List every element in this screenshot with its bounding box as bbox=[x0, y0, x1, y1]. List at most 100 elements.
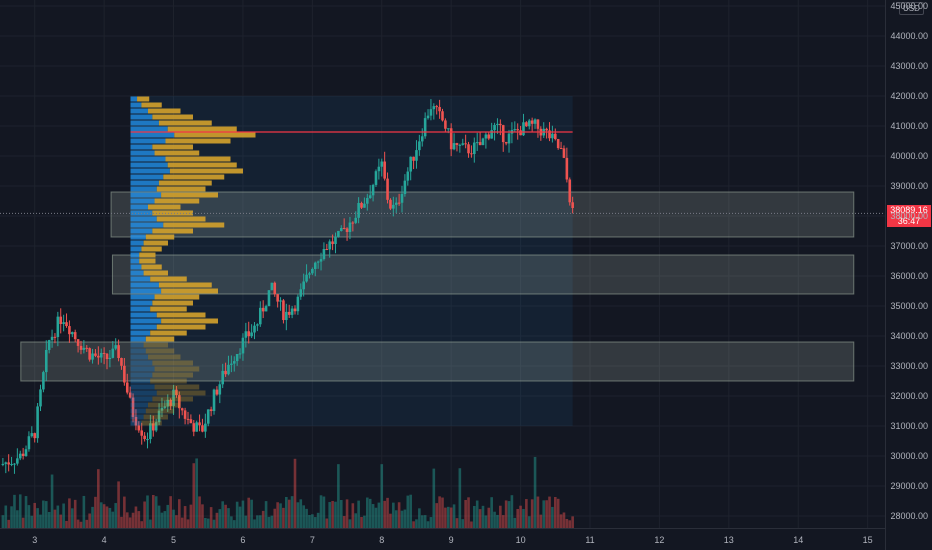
candle-body bbox=[178, 395, 181, 409]
price-axis[interactable]: USD 38089.16 36:47 45000.00 44000.00 43000… bbox=[885, 0, 932, 550]
time-tick-label: 6 bbox=[240, 535, 246, 545]
candle-body bbox=[261, 307, 265, 312]
profile-row-up bbox=[130, 204, 148, 210]
volume-bar bbox=[533, 456, 537, 528]
volume-bar bbox=[380, 464, 384, 528]
profile-row-up bbox=[130, 378, 151, 384]
profile-row-down bbox=[154, 366, 200, 372]
price-chart[interactable] bbox=[0, 0, 885, 528]
candle-body bbox=[206, 409, 210, 424]
volume-bar bbox=[47, 511, 51, 528]
candle-body bbox=[293, 308, 297, 312]
volume-bar bbox=[232, 520, 236, 528]
volume-bar bbox=[522, 508, 525, 528]
currency-label[interactable]: USD bbox=[899, 2, 924, 15]
volume-bar bbox=[175, 515, 178, 528]
candle-body bbox=[68, 326, 71, 335]
volume-bar bbox=[481, 505, 485, 528]
volume-bar bbox=[504, 500, 508, 528]
profile-row-up bbox=[130, 288, 162, 294]
candle-body bbox=[16, 458, 19, 464]
candle-body bbox=[415, 150, 418, 161]
volume-bar bbox=[548, 496, 551, 528]
volume-bar bbox=[325, 518, 329, 528]
candle-body bbox=[299, 289, 303, 297]
profile-row-up bbox=[130, 246, 142, 252]
profile-row-down bbox=[152, 300, 193, 306]
volume-bar bbox=[299, 499, 303, 528]
volume-bars bbox=[1, 456, 574, 528]
volume-bar bbox=[383, 500, 386, 528]
volume-bar bbox=[241, 500, 245, 528]
candle-body bbox=[357, 202, 360, 218]
candle-body bbox=[337, 230, 340, 237]
candle-body bbox=[290, 308, 294, 315]
profile-row-down bbox=[154, 294, 200, 300]
candle-body bbox=[73, 332, 77, 340]
volume-bar bbox=[339, 499, 343, 528]
candle-body bbox=[183, 410, 187, 419]
time-axis[interactable]: 3 4 5 6 7 8 9 10 11 12 13 14 15 bbox=[0, 528, 885, 550]
volume-bar bbox=[420, 515, 424, 528]
volume-bar bbox=[261, 510, 265, 528]
profile-row-down bbox=[143, 342, 168, 348]
volume-bar bbox=[50, 474, 54, 528]
volume-bar bbox=[296, 502, 300, 528]
volume-bar bbox=[374, 507, 378, 528]
profile-row-up bbox=[130, 138, 166, 144]
candle-body bbox=[435, 106, 439, 108]
profile-row-up bbox=[130, 306, 151, 312]
volume-bar bbox=[551, 506, 554, 528]
volume-bar bbox=[276, 502, 279, 528]
volume-bar bbox=[30, 515, 34, 528]
volume-bar bbox=[204, 517, 207, 528]
candle-body bbox=[270, 282, 274, 291]
volume-bar bbox=[273, 508, 277, 528]
candle-body bbox=[545, 128, 548, 131]
candle-body bbox=[464, 143, 467, 145]
candle-body bbox=[409, 156, 412, 172]
supply-demand-zones bbox=[20, 191, 855, 382]
candle-body bbox=[559, 148, 563, 150]
volume-bar bbox=[53, 509, 57, 528]
volume-bar bbox=[510, 495, 514, 528]
profile-row-down bbox=[163, 222, 225, 228]
volume-bar bbox=[397, 502, 401, 528]
zone-rect bbox=[20, 341, 855, 382]
candle-body bbox=[366, 198, 369, 204]
volume-bar bbox=[82, 495, 86, 528]
volume-bar bbox=[39, 514, 42, 528]
candle-body bbox=[504, 142, 508, 144]
volume-bar bbox=[432, 468, 436, 528]
volume-bar bbox=[348, 519, 352, 528]
volume-bar bbox=[4, 505, 8, 528]
profile-row-down bbox=[152, 114, 193, 120]
candle-body bbox=[256, 324, 259, 326]
bar-countdown: 36:47 bbox=[897, 216, 921, 227]
candle-body bbox=[565, 157, 569, 180]
profile-row-down bbox=[143, 240, 168, 246]
volume-bar bbox=[386, 497, 389, 528]
candle-body bbox=[65, 322, 68, 327]
time-tick-label: 11 bbox=[585, 535, 595, 545]
volume-bar bbox=[134, 506, 138, 528]
profile-row-up bbox=[130, 132, 175, 138]
volume-bar bbox=[76, 519, 80, 528]
volume-bar bbox=[409, 494, 412, 528]
candle-body bbox=[527, 120, 531, 127]
volume-bar bbox=[516, 508, 519, 528]
candle-body bbox=[146, 439, 149, 441]
volume-bar bbox=[166, 504, 170, 528]
candle-body bbox=[313, 262, 317, 270]
price-tick-label: 42000.00 bbox=[890, 91, 928, 101]
candle-body bbox=[383, 161, 386, 179]
candle-body bbox=[218, 384, 222, 395]
candle-body bbox=[455, 143, 459, 145]
profile-row-up bbox=[130, 312, 157, 318]
candle-body bbox=[530, 120, 534, 124]
candle-body bbox=[400, 194, 404, 203]
candle-body bbox=[71, 332, 74, 335]
profile-row-up bbox=[130, 402, 148, 408]
profile-row-up bbox=[130, 336, 146, 342]
volume-bar bbox=[435, 503, 439, 528]
